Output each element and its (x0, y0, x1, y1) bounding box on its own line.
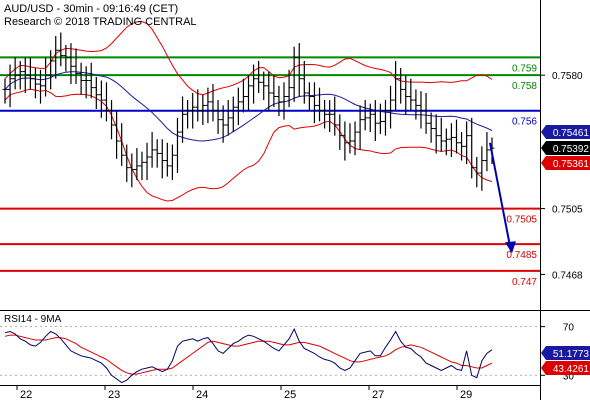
value-badge-label-last-price: 0.75392 (553, 144, 590, 155)
value-badge-label-bollinger-mid: 0.75361 (553, 159, 590, 170)
rsi-ma-line (4, 334, 493, 375)
rsi-axis-tick-label: 30 (563, 371, 575, 382)
price-axis-tick-label: 0.7580 (552, 71, 583, 82)
value-badge-rsi-ma (541, 361, 590, 375)
rsi-line (4, 327, 493, 384)
projection-arrow-shaft (489, 142, 512, 252)
time-axis-tick-label: 22 (20, 389, 32, 400)
price-bars (2, 32, 516, 254)
time-axis-tick-label: 24 (196, 389, 208, 400)
price-axis-tick-label: 0.7505 (552, 205, 583, 216)
value-badge-label-rsi-ma: 43.4261 (553, 364, 590, 375)
price-axis-tick-label: 0.7468 (552, 270, 583, 281)
value-badge-label-rsi: 51.1773 (553, 349, 590, 360)
price-markers: 0.75461 0.75392 0.75361 51.1773 43.4261 (541, 125, 590, 375)
level-lines: 0.759 0.758 0.756 0.7505 0.7485 0.747 (0, 56, 540, 288)
level-label-pivot: 0.756 (512, 117, 537, 128)
chart-title: AUD/USD - 30min - 09:16:49 (CET) (4, 3, 178, 15)
level-label-support: 0.747 (512, 277, 537, 288)
value-badge-label-bollinger-upper: 0.75461 (553, 128, 590, 139)
time-axis-tick-label: 27 (372, 389, 384, 400)
rsi-panel (0, 326, 540, 384)
level-label-support: 0.7505 (506, 215, 537, 226)
level-label-resistance: 0.758 (512, 81, 537, 92)
value-badge-last-price (541, 141, 590, 155)
level-label-support: 0.7485 (506, 250, 537, 261)
chart-copyright: Research © 2018 TRADING CENTRAL (4, 16, 197, 28)
time-axis-tick-label: 25 (284, 389, 296, 400)
time-axis-tick-label: 23 (108, 389, 120, 400)
axes: 0.7580 0.7505 0.7468 70 30 22 23 24 25 27 29 (16, 71, 583, 400)
rsi-axis-tick-label: 70 (563, 323, 575, 334)
projection-arrow-head (505, 241, 516, 254)
value-badge-bollinger-mid (541, 156, 590, 170)
time-axis-tick-label: 29 (460, 389, 472, 400)
value-badge-rsi (541, 346, 590, 360)
rsi-title: RSI14 - 9MA (4, 314, 62, 325)
value-badge-bollinger-upper (541, 125, 590, 139)
level-label-resistance: 0.759 (512, 63, 537, 74)
